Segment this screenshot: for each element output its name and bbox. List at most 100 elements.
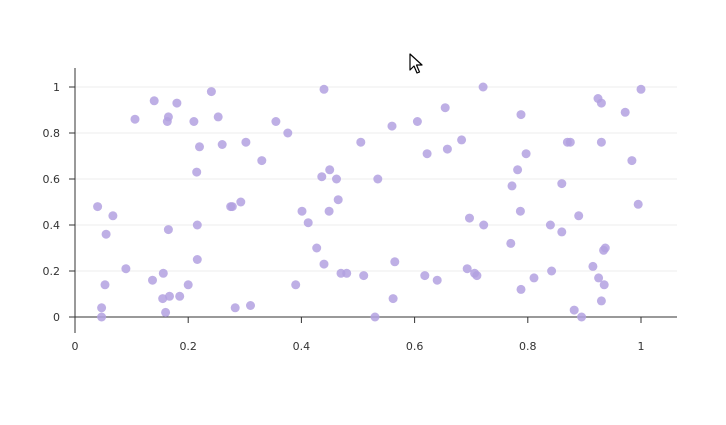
data-point — [465, 213, 474, 223]
data-point — [319, 259, 329, 269]
data-point — [319, 84, 329, 94]
data-point — [547, 266, 557, 276]
data-point — [478, 82, 488, 92]
data-point — [332, 174, 341, 184]
data-point — [569, 305, 579, 315]
data-point — [175, 291, 185, 301]
data-point — [620, 107, 630, 117]
data-point — [241, 137, 251, 147]
data-point — [594, 273, 604, 283]
x-tick-label: 0.4 — [293, 340, 311, 353]
data-point — [506, 238, 516, 248]
data-point — [432, 275, 442, 285]
x-tick-label: 1 — [638, 340, 645, 353]
data-point — [108, 211, 118, 221]
data-point — [324, 206, 334, 216]
data-point — [183, 280, 193, 290]
data-point — [189, 117, 199, 126]
data-point — [312, 243, 322, 253]
data-point — [165, 291, 174, 301]
data-point — [148, 275, 157, 285]
data-point — [507, 181, 517, 191]
data-point — [588, 261, 598, 271]
data-point — [161, 307, 171, 317]
data-point — [387, 121, 397, 131]
data-point — [130, 114, 140, 124]
data-point — [545, 220, 555, 230]
data-point — [577, 312, 587, 322]
y-axis-ticks: 0 0.2 0.4 0.6 0.8 1 — [43, 81, 75, 324]
data-point — [230, 303, 240, 313]
data-point — [388, 294, 398, 304]
data-point — [192, 255, 202, 264]
y-tick-label: 1 — [53, 81, 60, 94]
x-tick-label: 0 — [72, 340, 79, 353]
data-point — [442, 144, 452, 154]
data-point — [213, 112, 223, 122]
data-point — [565, 137, 575, 147]
data-point — [457, 135, 467, 145]
data-point — [257, 156, 267, 166]
data-point — [529, 273, 539, 283]
data-point — [163, 225, 173, 235]
data-point — [599, 280, 609, 290]
data-point — [149, 96, 159, 106]
data-point — [600, 243, 610, 253]
data-point — [440, 103, 450, 113]
data-point — [373, 174, 383, 184]
data-point — [462, 264, 472, 274]
mouse-cursor-icon — [409, 53, 423, 74]
data-point — [291, 280, 301, 290]
x-tick-label: 0.2 — [179, 340, 197, 353]
data-point — [163, 112, 173, 122]
data-point — [627, 156, 637, 166]
y-tick-label: 0.4 — [43, 219, 61, 232]
data-point — [333, 195, 343, 205]
data-point — [412, 117, 422, 126]
y-tick-label: 0.2 — [43, 265, 61, 278]
data-point — [515, 206, 525, 216]
data-point — [513, 165, 523, 175]
data-point — [342, 268, 352, 278]
data-point — [521, 149, 531, 159]
data-point — [422, 149, 432, 159]
data-point — [97, 303, 107, 313]
data-point — [633, 199, 643, 209]
data-point — [557, 227, 567, 237]
y-tick-label: 0.6 — [43, 173, 61, 186]
data-point — [596, 137, 606, 147]
data-point — [636, 84, 646, 94]
data-point — [356, 137, 366, 147]
data-point — [557, 179, 567, 189]
y-tick-label: 0 — [53, 311, 60, 324]
data-point — [574, 211, 584, 221]
data-point — [217, 140, 227, 149]
data-point — [317, 172, 327, 182]
data-point — [325, 165, 335, 175]
data-point — [101, 229, 111, 239]
data-point — [227, 202, 237, 212]
data-point — [271, 117, 281, 126]
x-tick-label: 0.6 — [406, 340, 424, 353]
data-point — [303, 218, 313, 228]
data-point — [195, 142, 204, 152]
data-point — [158, 268, 168, 278]
data-point — [121, 264, 131, 274]
data-point — [236, 197, 246, 207]
data-point — [192, 167, 202, 177]
data-point — [206, 87, 216, 97]
data-point — [516, 284, 526, 294]
data-point — [100, 280, 110, 290]
x-tick-label: 0.8 — [519, 340, 537, 353]
data-point — [370, 312, 380, 322]
y-tick-label: 0.8 — [43, 127, 61, 140]
data-point — [596, 98, 606, 108]
x-axis-ticks: 0 0.2 0.4 0.6 0.8 1 — [72, 317, 645, 353]
data-point — [246, 301, 255, 310]
data-point — [390, 257, 400, 267]
data-point — [192, 220, 202, 230]
data-point — [297, 206, 307, 216]
data-point — [158, 294, 168, 304]
data-point — [97, 312, 107, 322]
